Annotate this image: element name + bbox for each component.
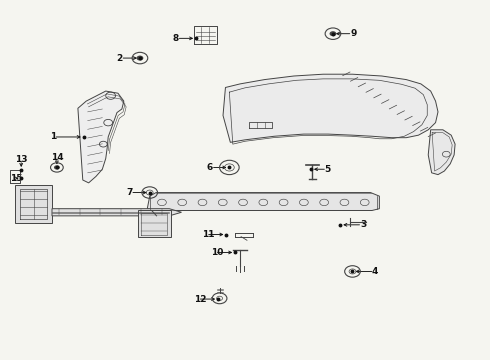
- Circle shape: [137, 55, 144, 60]
- Polygon shape: [223, 74, 438, 142]
- Text: 12: 12: [194, 294, 206, 303]
- Text: 5: 5: [325, 165, 331, 174]
- Text: 2: 2: [117, 54, 123, 63]
- Polygon shape: [78, 91, 124, 183]
- Polygon shape: [15, 185, 52, 223]
- Text: 1: 1: [49, 132, 56, 141]
- Polygon shape: [52, 209, 181, 216]
- Text: 9: 9: [350, 29, 356, 38]
- Polygon shape: [428, 130, 455, 175]
- Text: 11: 11: [202, 230, 215, 239]
- Text: 10: 10: [211, 248, 223, 257]
- Text: 15: 15: [10, 174, 23, 183]
- Text: 8: 8: [172, 34, 179, 43]
- Polygon shape: [138, 211, 171, 237]
- Text: 3: 3: [360, 220, 366, 229]
- Circle shape: [54, 165, 60, 170]
- Text: 14: 14: [50, 153, 63, 162]
- Text: 13: 13: [15, 156, 27, 165]
- Text: 4: 4: [372, 267, 378, 276]
- Text: 6: 6: [207, 163, 213, 172]
- Text: 7: 7: [126, 188, 133, 197]
- Circle shape: [330, 31, 336, 36]
- Polygon shape: [147, 193, 379, 211]
